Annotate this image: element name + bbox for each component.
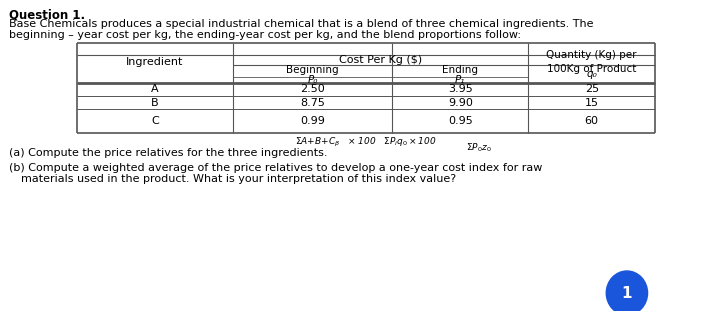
Text: materials used in the product. What is your interpretation of this index value?: materials used in the product. What is y… bbox=[21, 174, 456, 184]
Text: 25: 25 bbox=[585, 85, 599, 95]
Text: 8.75: 8.75 bbox=[300, 98, 325, 108]
Text: P₀: P₀ bbox=[307, 75, 318, 85]
Text: Quantity (Kg) per
100Kg of Product: Quantity (Kg) per 100Kg of Product bbox=[547, 50, 637, 74]
Text: 0.99: 0.99 bbox=[300, 116, 325, 126]
Text: 9.90: 9.90 bbox=[448, 98, 473, 108]
Text: P₁: P₁ bbox=[455, 75, 466, 85]
Text: 3.95: 3.95 bbox=[448, 85, 473, 95]
Text: A: A bbox=[151, 85, 159, 95]
Text: Ingredient: Ingredient bbox=[126, 57, 183, 67]
Text: C: C bbox=[151, 116, 159, 126]
Text: 0.95: 0.95 bbox=[448, 116, 473, 126]
Text: q₀: q₀ bbox=[586, 69, 597, 79]
Text: (a) Compute the price relatives for the three ingredients.: (a) Compute the price relatives for the … bbox=[9, 148, 328, 158]
Text: Base Chemicals produces a special industrial chemical that is a blend of three c: Base Chemicals produces a special indust… bbox=[9, 19, 594, 29]
Text: $\Sigma$A+B+C$_\beta$   $\times$ 100   $\Sigma$P$_i$q$_0\times$100: $\Sigma$A+B+C$_\beta$ $\times$ 100 $\Sig… bbox=[295, 136, 437, 149]
Text: beginning – year cost per kg, the ending-year cost per kg, and the blend proport: beginning – year cost per kg, the ending… bbox=[9, 30, 521, 40]
Text: 2.50: 2.50 bbox=[300, 85, 325, 95]
Text: Ending: Ending bbox=[442, 65, 479, 75]
Text: Beginning: Beginning bbox=[286, 65, 339, 75]
Text: Question 1.: Question 1. bbox=[9, 9, 86, 22]
Text: $\Sigma$P$_0$z$_0$: $\Sigma$P$_0$z$_0$ bbox=[466, 142, 491, 155]
Text: B: B bbox=[151, 98, 159, 108]
Text: 1: 1 bbox=[622, 285, 632, 300]
Text: (b) Compute a weighted average of the price relatives to develop a one-year cost: (b) Compute a weighted average of the pr… bbox=[9, 163, 543, 173]
Circle shape bbox=[606, 271, 648, 311]
Text: 15: 15 bbox=[585, 98, 599, 108]
Text: Cost Per Kg ($): Cost Per Kg ($) bbox=[339, 55, 422, 65]
Text: 60: 60 bbox=[585, 116, 599, 126]
